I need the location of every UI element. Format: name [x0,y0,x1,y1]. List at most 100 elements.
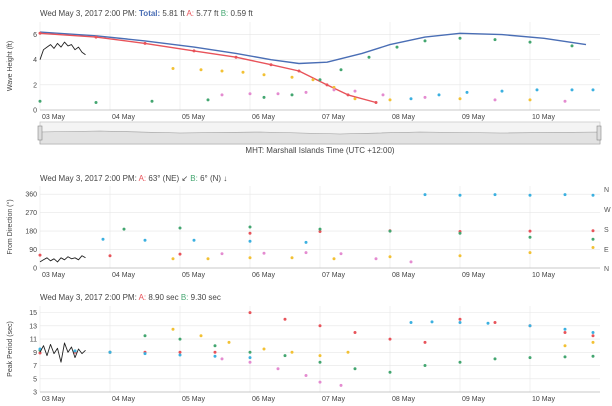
y-tick-label: 5 [33,376,37,383]
navigator-series [39,130,601,145]
data-point-blue [101,237,105,241]
data-point-b [388,229,392,233]
data-point-blue [213,354,217,358]
data-point-pink [374,257,378,261]
data-point-b [318,360,322,364]
x-tick-label: 05 May [182,272,205,279]
data-point-blue [192,238,196,242]
y-axis-label: Peak Period (sec) [7,321,14,377]
data-point-blue [409,97,413,101]
data-point-b [458,36,462,40]
data-point-pink [304,374,308,377]
time-range-navigator[interactable] [37,121,602,145]
data-point-blue [591,193,595,197]
x-tick-label: 10 May [532,114,555,121]
series-a [38,229,595,258]
x-tick-label: 06 May [252,114,275,121]
data-point-b [493,38,497,42]
series-blue [409,88,595,101]
data-point-blue [178,353,182,357]
series-line-obs [39,342,86,363]
data-point-yellow [318,354,322,358]
data-point-b [318,78,322,82]
x-tick-label: 04 May [112,396,135,403]
data-point-blue [248,239,252,243]
compass-label-w: W [604,207,611,214]
timezone-label: MHT: Marshall Islands Time (UTC +12:00) [245,146,394,155]
direction-chart: 0 90 180 270 360 03 May 04 May 05 May 06 May 07 M… [6,186,600,279]
data-point-blue [248,356,252,360]
data-point-b [262,95,266,99]
data-point-yellow [227,340,231,344]
data-point-yellow [262,73,266,77]
data-point-b [563,355,567,359]
x-tick-label: 09 May [462,114,485,121]
data-point-b [290,93,294,97]
data-point-blue [143,352,147,356]
x-tick-label: 08 May [392,396,415,403]
compass-label-e: E [604,247,609,254]
data-point-b [353,367,357,371]
wave-height-chart: 0 2 4 6 03 May 04 May 05 May 06 May 07 May 08 May… [7,22,600,121]
data-point-blue [108,350,112,354]
series-b [38,36,574,104]
data-point-pink [304,251,308,255]
data-point-b [528,40,532,44]
data-point-blue [528,193,532,197]
data-point-a [591,229,595,233]
data-point-a [353,331,357,334]
y-tick-label: 4 [33,57,37,64]
data-point-pink [276,367,280,371]
data-point-a [318,230,322,233]
data-point-blue [465,90,469,94]
data-point-yellow [262,347,266,351]
data-point-a [248,311,252,315]
data-point-blue [437,93,441,97]
x-tick-label: 07 May [322,272,345,279]
series-line-obs [39,255,86,263]
data-point-b [493,357,497,361]
data-point-a [38,351,42,355]
data-point-b [458,360,462,364]
data-point-b [570,44,574,48]
data-point-a [248,231,252,235]
y-tick-label: 7 [33,363,37,370]
y-tick-label: 11 [30,337,37,344]
data-point-b [339,68,343,72]
data-point-yellow [241,70,245,74]
data-point-pink [423,95,427,99]
data-point-blue [563,327,567,331]
y-tick-label: 2 [33,82,37,89]
data-point-b [248,350,252,354]
y-axis-label: Wave Height (ft) [7,41,14,91]
data-point-pink [339,383,343,387]
x-tick-label: 05 May [182,114,205,121]
series-total [39,31,587,65]
x-tick-label: 05 May [182,396,205,403]
data-point-yellow [458,97,462,101]
data-point-yellow [311,78,315,82]
data-point-pink [563,99,567,103]
navigator-right-handle[interactable] [596,125,602,141]
data-point-blue [528,324,532,328]
data-point-yellow [199,68,203,72]
data-point-pink [248,92,252,96]
data-point-b [395,45,399,49]
navigator-left-handle[interactable] [37,125,43,141]
data-point-pink [304,90,308,94]
series-blue [101,193,595,244]
data-point-a [346,93,350,97]
data-point-a [528,229,532,233]
data-point-pink [381,93,385,97]
data-point-blue [493,193,497,197]
series-yellow [171,67,532,102]
data-point-pink [248,360,252,364]
data-point-b [423,39,427,43]
data-point-blue [304,240,308,244]
data-point-yellow [171,327,175,331]
series-line-a [39,32,377,104]
data-point-b [206,98,210,102]
data-point-b [178,226,182,230]
y-tick-label: 0 [33,108,37,115]
